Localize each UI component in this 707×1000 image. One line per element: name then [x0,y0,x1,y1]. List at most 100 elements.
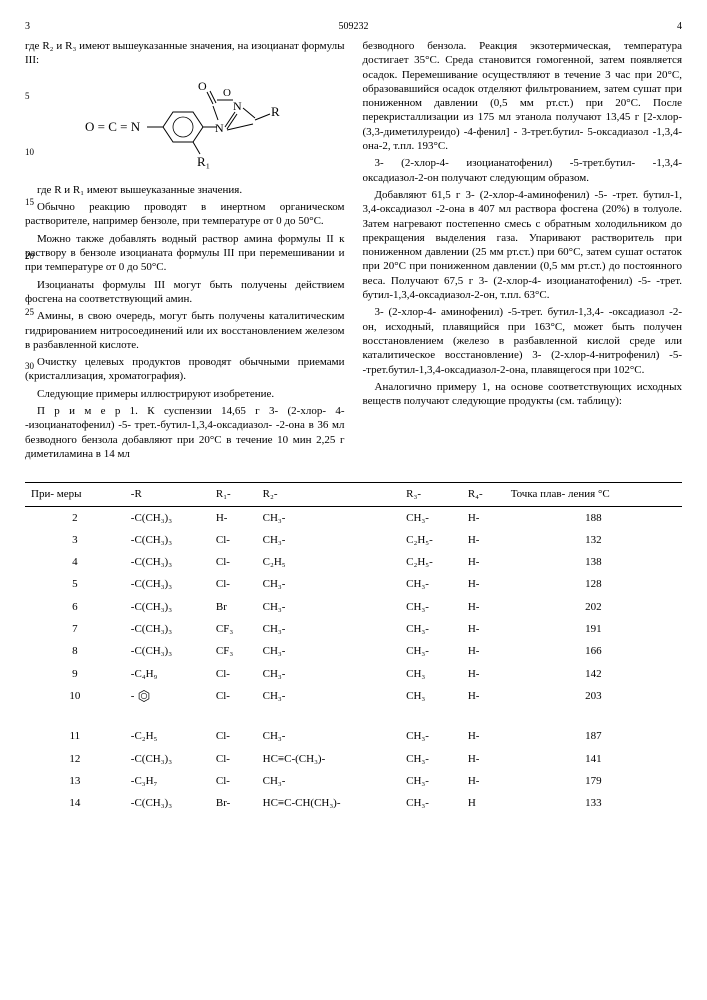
left-p9: П р и м е р 1. К суспензии 14,65 г 3- (2… [25,404,345,461]
table-cell: -C(CH₃)₃ [125,551,210,573]
table-cell: -C(CH₃)₃ [125,748,210,770]
table-cell: Br- [210,792,257,814]
left-p1: где R₂ и R₃ имеют вышеуказанные значения… [25,39,345,68]
table-cell: -C(CH₃)₃ [125,596,210,618]
table-row: 13-C₃H₇Cl-CH₃-CH₃-H-179 [25,770,682,792]
table-cell: 11 [25,725,125,747]
table-cell: CH₃- [257,685,401,707]
table-row: 2-C(CH₃)₃H-CH₃-CH₃-H-188 [25,506,682,529]
line-num: 15 [25,197,34,209]
patent-number: 509232 [339,20,369,33]
table-cell: H- [462,640,505,662]
table-cell: H- [462,551,505,573]
table-cell: - [125,685,210,707]
table-cell: H- [462,573,505,595]
left-p5: Изоцианаты формулы III могут быть получе… [25,278,345,307]
table-cell: 132 [505,529,682,551]
line-num: 10 [25,147,34,159]
table-cell: 188 [505,506,682,529]
table-cell: CH₃- [257,596,401,618]
table-row: 8-C(CH₃)₃CF₃CH₃-CH₃-H-166 [25,640,682,662]
table-cell: CH₃- [400,596,462,618]
right-p1: безводного бензола. Реакция экзотермичес… [363,39,683,153]
table-row: 9-C₄H₉Cl-CH₃-CH₃H-142 [25,663,682,685]
table-cell: HC≡C-CH(CH₃)- [257,792,401,814]
table-cell: 138 [505,551,682,573]
table-cell: -C(CH₃)₃ [125,792,210,814]
th-example: При- меры [25,483,125,506]
table-cell: CH₃- [400,640,462,662]
table-cell: Cl- [210,685,257,707]
table-cell: H- [462,618,505,640]
table-cell: CH₃- [257,573,401,595]
table-cell: 141 [505,748,682,770]
left-p6: Амины, в свою очередь, могут быть получе… [25,309,345,352]
table-cell: 128 [505,573,682,595]
svg-text:R: R [271,104,280,119]
table-cell: 166 [505,640,682,662]
table-cell: H- [462,685,505,707]
line-num: 30 [25,361,34,373]
table-cell: CH₃- [400,573,462,595]
table-cell: -C(CH₃)₃ [125,529,210,551]
svg-text:O: O [198,79,207,93]
table-cell: CH₃- [257,506,401,529]
right-column: безводного бензола. Реакция экзотермичес… [363,39,683,464]
th-r1: R₁- [210,483,257,506]
table-cell: -C₄H₉ [125,663,210,685]
examples-table: При- меры -R R₁- R₂- R₃- R₄- Точка плав-… [25,482,682,814]
table-cell: HC≡C-(CH₃)- [257,748,401,770]
table-cell: 133 [505,792,682,814]
table-cell: 179 [505,770,682,792]
table-cell: -C₂H₅ [125,725,210,747]
table-cell: H- [462,725,505,747]
table-cell: 4 [25,551,125,573]
table-cell: C₂H₅ [257,551,401,573]
left-p7: Очистку целевых продуктов проводят обычн… [25,355,345,384]
table-row: 5-C(CH₃)₃Cl-CH₃-CH₃-H-128 [25,573,682,595]
left-p2: где R и R₁ имеют вышеуказанные значения. [25,183,345,197]
table-cell: Cl- [210,725,257,747]
th-r: -R [125,483,210,506]
table-cell: C₂H₅- [400,529,462,551]
left-p8: Следующие примеры иллюстрируют изобретен… [25,387,345,401]
table-cell: Cl- [210,770,257,792]
chemical-formula-iii: O = C = N R₁ N N O [25,76,345,175]
table-cell: 14 [25,792,125,814]
left-column: где R₂ и R₃ имеют вышеуказанные значения… [25,39,345,464]
table-cell: 8 [25,640,125,662]
table-cell: Cl- [210,529,257,551]
right-p3: Добавляют 61,5 г 3- (2-хлор-4-аминофенил… [363,188,683,302]
table-cell: 5 [25,573,125,595]
table-cell: CH₃- [257,725,401,747]
table-cell: 142 [505,663,682,685]
table-row: 14-C(CH₃)₃Br-HC≡C-CH(CH₃)-CH₃-H133 [25,792,682,814]
table-cell: 191 [505,618,682,640]
table-cell: CH₃- [400,725,462,747]
table-cell: CH₃- [400,506,462,529]
svg-text:R₁: R₁ [197,154,210,169]
table-cell: 203 [505,685,682,707]
table-row: 7-C(CH₃)₃CF₃CH₃-CH₃-H-191 [25,618,682,640]
table-cell: CH₃ [400,685,462,707]
table-cell: -C(CH₃)₃ [125,640,210,662]
left-p4: Можно также добавлять водный раствор ами… [25,232,345,275]
table-cell: CF₃ [210,618,257,640]
table-cell: -C₃H₇ [125,770,210,792]
table-cell: CH₃- [400,792,462,814]
table-cell: CH₃- [400,618,462,640]
left-p3: Обычно реакцию проводят в инертном орган… [25,200,345,229]
table-cell: H- [462,506,505,529]
table-row: 12-C(CH₃)₃Cl-HC≡C-(CH₃)-CH₃-H-141 [25,748,682,770]
table-cell: CF₃ [210,640,257,662]
table-cell: 6 [25,596,125,618]
table-row: 10- Cl-CH₃-CH₃H-203 [25,685,682,707]
table-cell: Cl- [210,551,257,573]
line-num: 25 [25,307,34,319]
table-cell: -C(CH₃)₃ [125,506,210,529]
table-cell: Cl- [210,748,257,770]
table-cell: H- [462,663,505,685]
line-num: 5 [25,91,30,103]
table-cell: 7 [25,618,125,640]
table-cell: 187 [505,725,682,747]
